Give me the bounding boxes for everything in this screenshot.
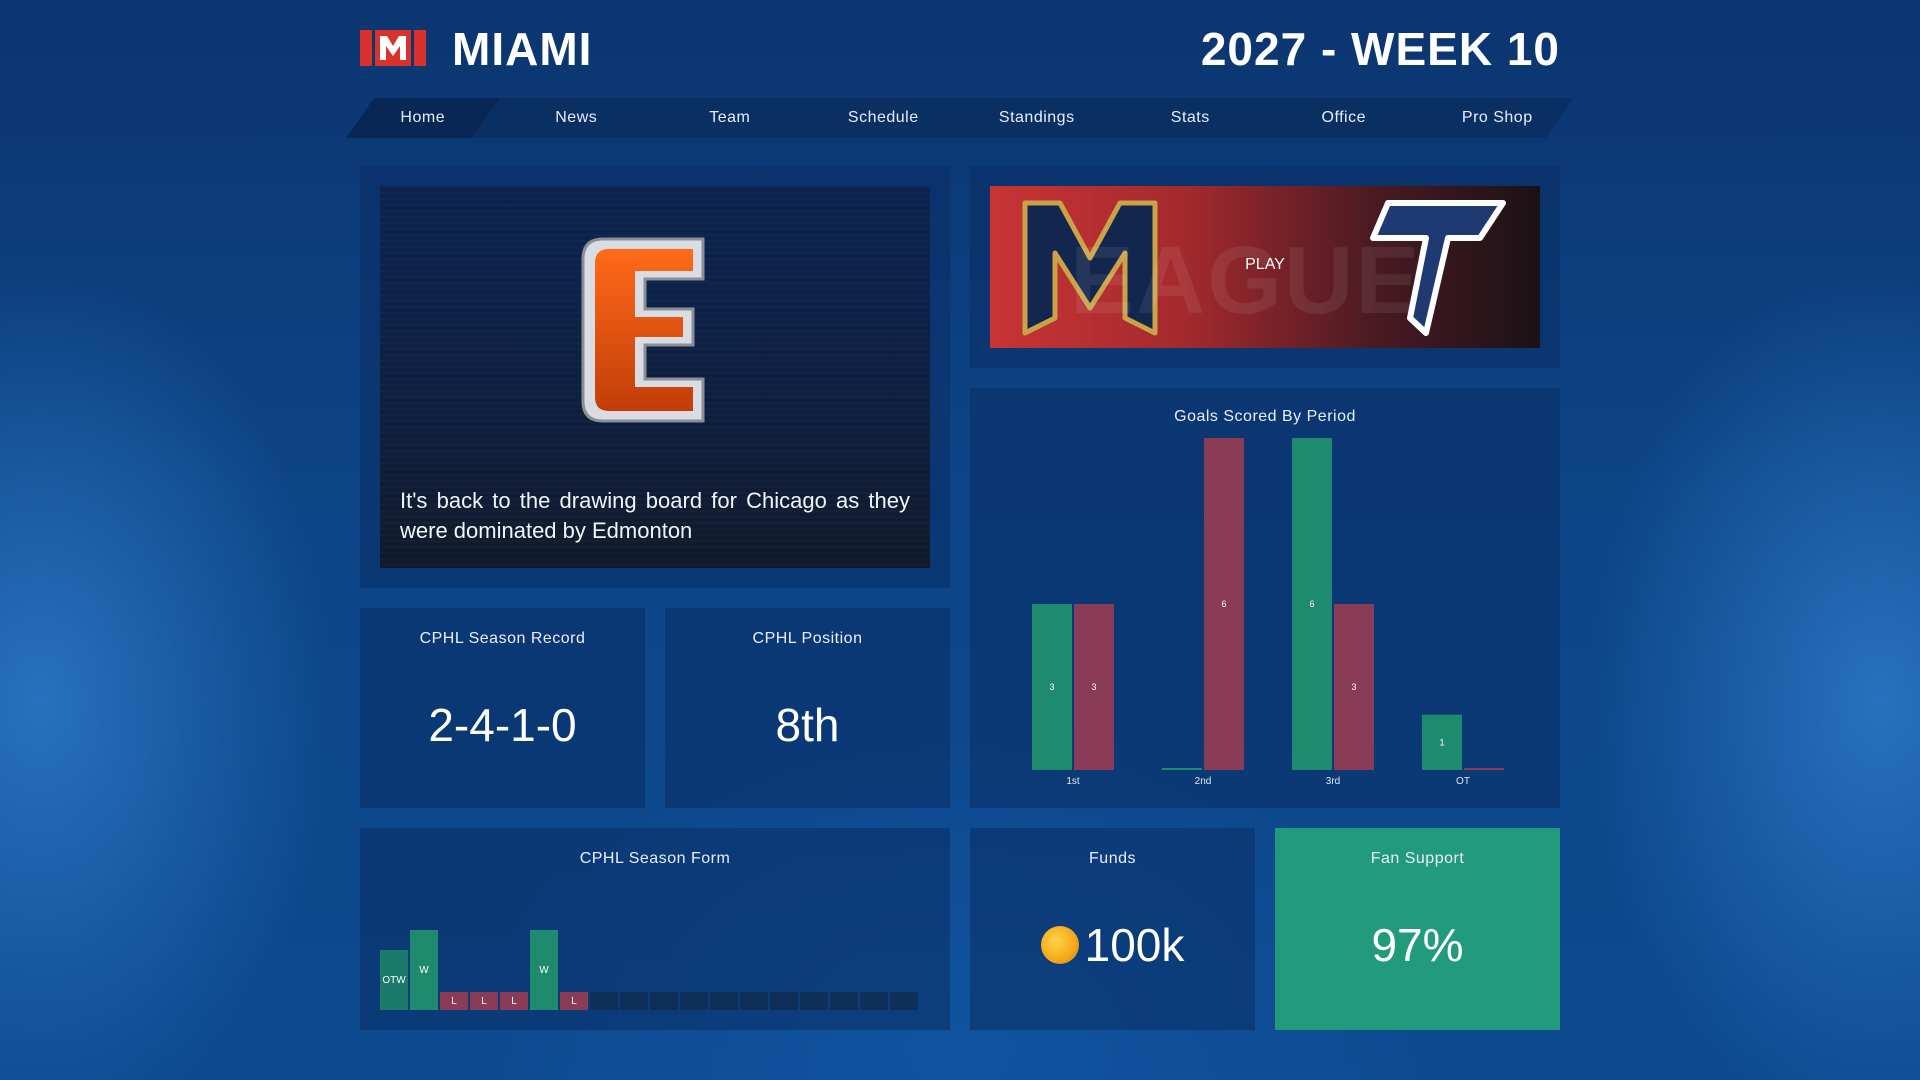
fan-support-title: Fan Support <box>1370 850 1465 867</box>
goals-chart-title: Goals Scored By Period <box>1174 408 1356 425</box>
bar-OT-series-1 <box>1422 714 1462 770</box>
form-result: L <box>440 992 468 1010</box>
nav-schedule[interactable]: Schedule <box>847 109 919 126</box>
season-record-value: 2-4-1-0 <box>428 699 577 751</box>
funds-panel: Funds 100k <box>970 828 1255 1030</box>
nav-stats[interactable]: Stats <box>1170 109 1210 126</box>
bar-2nd-series-2 <box>1204 438 1244 770</box>
form-result: L <box>560 992 588 1010</box>
nav-standings[interactable]: Standings <box>998 109 1075 126</box>
nav-pro-shop[interactable]: Pro Shop <box>1461 109 1533 126</box>
form-empty-slot <box>680 992 708 1010</box>
league-watermark: EAGUE <box>1070 227 1422 334</box>
play-button[interactable]: EAGUE PLAY <box>990 186 1540 348</box>
bar-value-label: 6 <box>1309 599 1314 609</box>
form-empty-slot <box>620 992 648 1010</box>
form-empty-slot <box>890 992 918 1010</box>
bar-value-label: 6 <box>1221 599 1226 609</box>
fan-support-panel: Fan Support 97% <box>1275 828 1560 1030</box>
season-form-title: CPHL Season Form <box>579 850 731 867</box>
x-tick-label: 3rd <box>1326 776 1340 787</box>
bar-3rd-series-1 <box>1292 438 1332 770</box>
form-result: W <box>530 930 558 1010</box>
team-logo-icon <box>581 237 705 423</box>
form-result: L <box>500 992 528 1010</box>
fan-support-value: 97% <box>1371 919 1464 971</box>
form-result: L <box>470 992 498 1010</box>
season-week: 2027 - WEEK 10 <box>1200 23 1560 75</box>
bar-1st-series-2 <box>1074 604 1114 770</box>
form-empty-slot <box>650 992 678 1010</box>
goals-chart-panel: Goals Scored By Period 3 3 1st 6 2nd 6 3 3rd 1 OT <box>970 388 1560 808</box>
team-name: MIAMI <box>452 23 593 75</box>
bar-OT-series-2 <box>1464 768 1504 770</box>
position-value: 8th <box>775 699 840 751</box>
season-form-panel: CPHL Season Form OTW W L L L W L <box>360 828 950 1030</box>
bar-value-label: 1 <box>1439 737 1444 747</box>
form-empty-slot <box>770 992 798 1010</box>
funds-title: Funds <box>1089 850 1136 867</box>
season-record-title: CPHL Season Record <box>419 630 586 647</box>
season-record-panel: CPHL Season Record 2-4-1-0 <box>360 608 645 808</box>
t-team-logo-icon <box>1370 200 1506 336</box>
bar-value-label: 3 <box>1049 682 1054 692</box>
form-empty-slot <box>800 992 828 1010</box>
play-panel: EAGUE PLAY <box>970 166 1560 368</box>
goals-chart: 3 3 1st 6 2nd 6 3 3rd 1 OT <box>1032 438 1504 787</box>
bar-3rd-series-2 <box>1334 604 1374 770</box>
news-headline: It's back to the drawing board for Chica… <box>400 488 910 543</box>
m-team-logo-icon <box>1022 200 1158 336</box>
form-result: W <box>410 930 438 1010</box>
play-label: PLAY <box>1245 256 1285 273</box>
form-empty-slot <box>710 992 738 1010</box>
team-logo <box>360 30 430 66</box>
bar-1st-series-1 <box>1032 604 1072 770</box>
nav-team[interactable]: Team <box>709 109 751 126</box>
nav-office[interactable]: Office <box>1321 109 1366 126</box>
funds-display: 100k <box>970 918 1255 972</box>
position-title: CPHL Position <box>752 630 863 647</box>
form-result: OTW <box>380 950 408 1010</box>
news-card[interactable]: It's back to the drawing board for Chica… <box>380 186 930 568</box>
bar-value-label: 3 <box>1351 682 1356 692</box>
bar-2nd-series-1 <box>1162 768 1202 770</box>
x-tick-label: OT <box>1456 776 1470 787</box>
form-empty-slot <box>830 992 858 1010</box>
bar-value-label: 3 <box>1091 682 1096 692</box>
main-nav: Home News Team Schedule Standings Stats … <box>346 98 1574 138</box>
funds-value: 100k <box>1084 919 1185 971</box>
form-empty-slot <box>590 992 618 1010</box>
form-empty-slot <box>860 992 888 1010</box>
x-tick-label: 1st <box>1066 776 1080 787</box>
position-panel: CPHL Position 8th <box>665 608 950 808</box>
x-tick-label: 2nd <box>1195 776 1212 787</box>
nav-home[interactable]: Home <box>346 98 500 138</box>
form-empty-slot <box>740 992 768 1010</box>
coin-icon <box>1040 925 1079 964</box>
news-panel: It's back to the drawing board for Chica… <box>360 166 950 588</box>
nav-news[interactable]: News <box>555 109 598 126</box>
